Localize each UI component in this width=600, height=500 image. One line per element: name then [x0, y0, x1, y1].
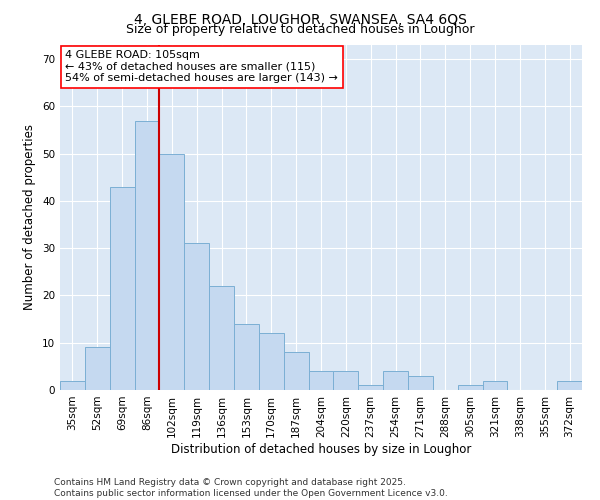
Text: 4, GLEBE ROAD, LOUGHOR, SWANSEA, SA4 6QS: 4, GLEBE ROAD, LOUGHOR, SWANSEA, SA4 6QS: [134, 12, 466, 26]
Bar: [458, 386, 482, 390]
Bar: [234, 324, 259, 390]
Bar: [308, 371, 334, 390]
Bar: [110, 187, 134, 390]
Bar: [134, 120, 160, 390]
Text: Contains HM Land Registry data © Crown copyright and database right 2025.
Contai: Contains HM Land Registry data © Crown c…: [54, 478, 448, 498]
Bar: [85, 348, 110, 390]
Bar: [383, 371, 408, 390]
Bar: [160, 154, 184, 390]
Bar: [358, 386, 383, 390]
Bar: [209, 286, 234, 390]
Bar: [259, 334, 284, 390]
Text: 4 GLEBE ROAD: 105sqm
← 43% of detached houses are smaller (115)
54% of semi-deta: 4 GLEBE ROAD: 105sqm ← 43% of detached h…: [65, 50, 338, 84]
Bar: [334, 371, 358, 390]
Y-axis label: Number of detached properties: Number of detached properties: [23, 124, 37, 310]
Bar: [184, 244, 209, 390]
Bar: [408, 376, 433, 390]
X-axis label: Distribution of detached houses by size in Loughor: Distribution of detached houses by size …: [171, 442, 471, 456]
Bar: [482, 380, 508, 390]
Bar: [557, 380, 582, 390]
Bar: [60, 380, 85, 390]
Text: Size of property relative to detached houses in Loughor: Size of property relative to detached ho…: [126, 22, 474, 36]
Bar: [284, 352, 308, 390]
